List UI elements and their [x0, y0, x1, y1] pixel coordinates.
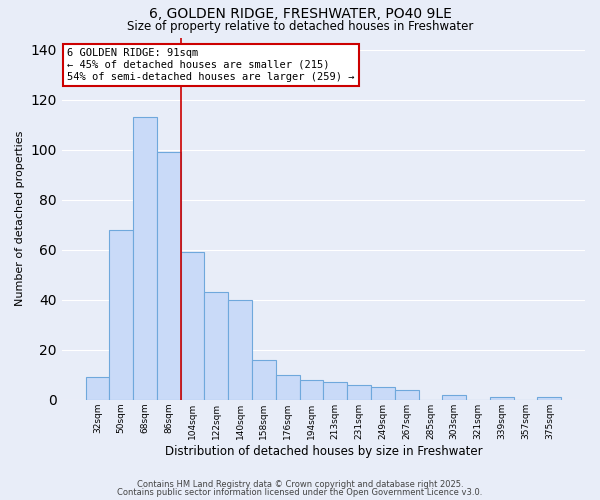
- Bar: [371, 388, 395, 400]
- Bar: [538, 398, 561, 400]
- X-axis label: Distribution of detached houses by size in Freshwater: Distribution of detached houses by size …: [164, 444, 482, 458]
- Text: Contains HM Land Registry data © Crown copyright and database right 2025.: Contains HM Land Registry data © Crown c…: [137, 480, 463, 489]
- Bar: [157, 152, 181, 400]
- Bar: [86, 378, 109, 400]
- Bar: [347, 385, 371, 400]
- Text: 6, GOLDEN RIDGE, FRESHWATER, PO40 9LE: 6, GOLDEN RIDGE, FRESHWATER, PO40 9LE: [149, 8, 451, 22]
- Text: Size of property relative to detached houses in Freshwater: Size of property relative to detached ho…: [127, 20, 473, 33]
- Bar: [252, 360, 276, 400]
- Bar: [228, 300, 252, 400]
- Y-axis label: Number of detached properties: Number of detached properties: [15, 131, 25, 306]
- Bar: [276, 375, 299, 400]
- Text: 6 GOLDEN RIDGE: 91sqm
← 45% of detached houses are smaller (215)
54% of semi-det: 6 GOLDEN RIDGE: 91sqm ← 45% of detached …: [67, 48, 355, 82]
- Bar: [323, 382, 347, 400]
- Bar: [205, 292, 228, 400]
- Bar: [181, 252, 205, 400]
- Bar: [299, 380, 323, 400]
- Text: Contains public sector information licensed under the Open Government Licence v3: Contains public sector information licen…: [118, 488, 482, 497]
- Bar: [490, 398, 514, 400]
- Bar: [442, 395, 466, 400]
- Bar: [133, 118, 157, 400]
- Bar: [109, 230, 133, 400]
- Bar: [395, 390, 419, 400]
